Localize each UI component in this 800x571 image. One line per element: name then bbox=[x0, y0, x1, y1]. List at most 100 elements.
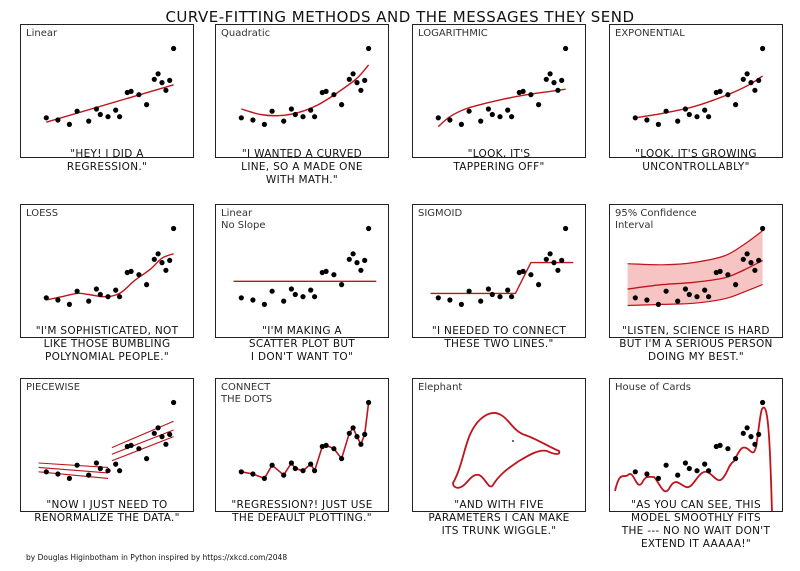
data-point bbox=[312, 114, 318, 120]
piecewise-segment bbox=[111, 420, 174, 449]
band-upper-line bbox=[627, 230, 763, 266]
data-point bbox=[505, 107, 511, 113]
data-point bbox=[113, 107, 119, 113]
data-point bbox=[555, 267, 561, 273]
panel-label: 95% Confidence Interval bbox=[615, 208, 697, 231]
data-point bbox=[308, 461, 314, 467]
elephant-eye bbox=[512, 440, 514, 442]
data-point bbox=[331, 92, 337, 98]
data-point bbox=[331, 446, 337, 452]
panel-caption: "HEY! I DID A REGRESSION." bbox=[66, 148, 148, 173]
data-point bbox=[238, 295, 244, 301]
data-point bbox=[269, 108, 275, 114]
data-point bbox=[312, 468, 318, 474]
data-point bbox=[159, 260, 165, 266]
data-point bbox=[489, 111, 495, 118]
data-point bbox=[559, 257, 565, 263]
data-point bbox=[128, 268, 134, 274]
data-point bbox=[632, 295, 638, 301]
data-point bbox=[632, 115, 638, 121]
data-point bbox=[682, 106, 688, 112]
data-point bbox=[466, 288, 472, 294]
data-point bbox=[86, 472, 92, 478]
data-point bbox=[509, 294, 515, 300]
data-point bbox=[543, 76, 549, 82]
data-point bbox=[435, 115, 441, 121]
data-point bbox=[756, 257, 762, 263]
data-point bbox=[93, 106, 99, 112]
piecewise-segment bbox=[38, 471, 109, 479]
data-point bbox=[528, 92, 534, 98]
plot-area bbox=[430, 225, 574, 307]
data-point bbox=[675, 472, 681, 478]
data-point bbox=[86, 118, 92, 124]
data-point bbox=[151, 76, 157, 82]
data-point bbox=[694, 294, 700, 300]
data-point bbox=[644, 117, 650, 123]
panel-quadratic: Quadratic bbox=[215, 24, 389, 158]
data-point bbox=[331, 272, 337, 278]
data-point bbox=[435, 295, 441, 301]
data-point bbox=[663, 108, 669, 114]
data-point bbox=[509, 114, 515, 120]
data-point bbox=[136, 272, 142, 278]
data-point bbox=[354, 80, 360, 86]
data-point bbox=[171, 45, 177, 52]
data-point bbox=[536, 282, 542, 288]
data-point bbox=[563, 45, 569, 52]
data-point bbox=[702, 461, 708, 467]
panel-caption: "LOOK, IT'S TAPPERING OFF" bbox=[453, 148, 545, 173]
data-point bbox=[300, 294, 306, 300]
fit-line bbox=[635, 75, 763, 119]
panel-sigmoid: SIGMOID bbox=[412, 204, 586, 338]
data-point bbox=[682, 460, 688, 466]
panel-loess: LOESS bbox=[20, 204, 194, 338]
data-point bbox=[292, 465, 298, 472]
panel-caption: "AND WITH FIVE PARAMETERS I CAN MAKE ITS… bbox=[428, 499, 570, 537]
data-point bbox=[362, 77, 368, 83]
data-point bbox=[644, 297, 650, 303]
data-point bbox=[706, 294, 712, 300]
plot-area bbox=[38, 399, 177, 481]
plot-area bbox=[627, 225, 766, 307]
data-point bbox=[748, 80, 754, 86]
data-point bbox=[105, 294, 111, 300]
data-point bbox=[505, 287, 511, 293]
data-point bbox=[756, 431, 762, 437]
data-point bbox=[547, 71, 553, 77]
data-point bbox=[752, 87, 758, 93]
data-point bbox=[346, 256, 352, 262]
plot-area bbox=[238, 399, 372, 481]
panel-band: 95% Confidence Interval bbox=[609, 204, 783, 338]
piecewise-segment bbox=[38, 466, 109, 474]
data-point bbox=[288, 106, 294, 112]
data-point bbox=[748, 260, 754, 266]
data-point bbox=[339, 282, 345, 288]
data-point bbox=[105, 114, 111, 120]
data-point bbox=[358, 87, 364, 93]
data-point bbox=[632, 469, 638, 475]
data-point bbox=[663, 462, 669, 468]
data-point bbox=[655, 121, 661, 127]
data-point bbox=[117, 468, 123, 474]
data-point bbox=[167, 257, 173, 263]
data-point bbox=[760, 399, 766, 406]
data-point bbox=[86, 298, 92, 304]
data-point bbox=[725, 446, 731, 452]
data-point bbox=[261, 475, 267, 481]
data-point bbox=[171, 225, 177, 232]
data-point bbox=[740, 430, 746, 436]
piecewise-segment bbox=[111, 436, 174, 462]
panel-label: PIECEWISE bbox=[26, 382, 81, 393]
data-point bbox=[66, 121, 72, 127]
data-point bbox=[128, 442, 134, 448]
data-point bbox=[300, 114, 306, 120]
data-point bbox=[93, 460, 99, 466]
data-point bbox=[551, 80, 557, 86]
data-point bbox=[128, 88, 134, 94]
data-point bbox=[323, 268, 329, 274]
panel-label: House of Cards bbox=[615, 382, 691, 393]
data-point bbox=[288, 460, 294, 466]
data-point bbox=[536, 102, 542, 108]
panel-caption: "REGRESSION?! JUST USE THE DEFAULT PLOTT… bbox=[231, 499, 373, 524]
